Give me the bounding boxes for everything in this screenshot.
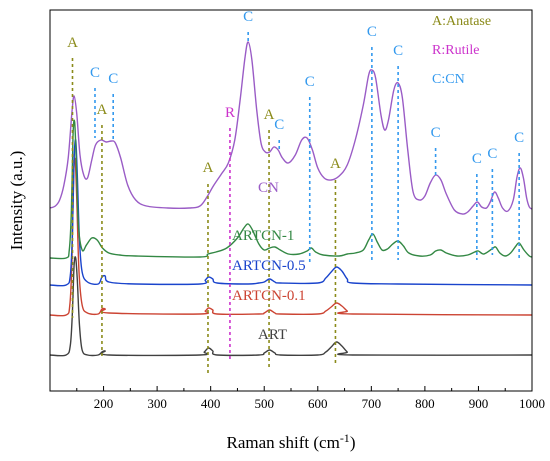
series-line-artcn-0-1: [49, 157, 533, 317]
x-tick-label: 500: [254, 396, 274, 411]
peak-marker-label: R: [225, 105, 235, 121]
legend-entry: A:Anatase: [432, 14, 491, 29]
peak-marker-label: A: [203, 160, 214, 176]
series-line-cn: [49, 41, 533, 215]
legend-entry: C:CN: [432, 72, 465, 87]
x-tick-label: 200: [94, 396, 114, 411]
x-tick-label: 600: [308, 396, 328, 411]
peak-marker-label: C: [108, 71, 118, 87]
x-axis-ticks: 200 300 400 500 600 700 800 900 1000: [76, 386, 545, 411]
legend-entry: R:Rutile: [432, 43, 479, 58]
peak-marker-label: A: [264, 107, 275, 123]
plot-frame: [49, 9, 533, 392]
x-tick-label: 700: [362, 396, 382, 411]
peak-marker-label: C: [472, 151, 482, 167]
peak-marker-label: C: [367, 24, 377, 40]
series-label: ARTCN-0.5: [232, 258, 306, 274]
x-tick-label: 300: [147, 396, 167, 411]
legend: A:Anatase R:Rutile C:CN: [432, 14, 491, 87]
series-label: CN: [258, 180, 279, 196]
peak-marker-label: C: [393, 43, 403, 59]
series-label: ART: [258, 327, 287, 343]
peak-marker-label: A: [330, 156, 341, 172]
peak-marker-label: C: [305, 74, 315, 90]
peak-marker-label: C: [243, 9, 253, 25]
peak-marker-label: C: [90, 65, 100, 81]
x-tick-label: 800: [415, 396, 435, 411]
y-axis-title: Intensity (a.u.): [7, 151, 26, 251]
peak-marker-label: C: [274, 117, 284, 133]
peak-marker-label: C: [514, 130, 524, 146]
x-tick-label: 400: [201, 396, 221, 411]
peak-marker-label: C: [431, 125, 441, 141]
series-label: ARTCN-0.1: [232, 288, 306, 304]
series-line-artcn-1: [49, 119, 533, 260]
peak-marker-label: A: [97, 102, 108, 118]
series-layer: [49, 41, 533, 357]
peak-marker-label: A: [67, 35, 78, 51]
x-tick-label: 1000: [519, 396, 545, 411]
series-labels-layer: CN ARTCN-1 ARTCN-0.5 ARTCN-0.1 ART: [232, 180, 306, 343]
peak-marker-label: C: [487, 146, 497, 162]
x-tick-label: 900: [469, 396, 489, 411]
x-axis-title: Raman shift (cm-1): [227, 431, 356, 452]
series-label: ARTCN-1: [232, 228, 294, 244]
